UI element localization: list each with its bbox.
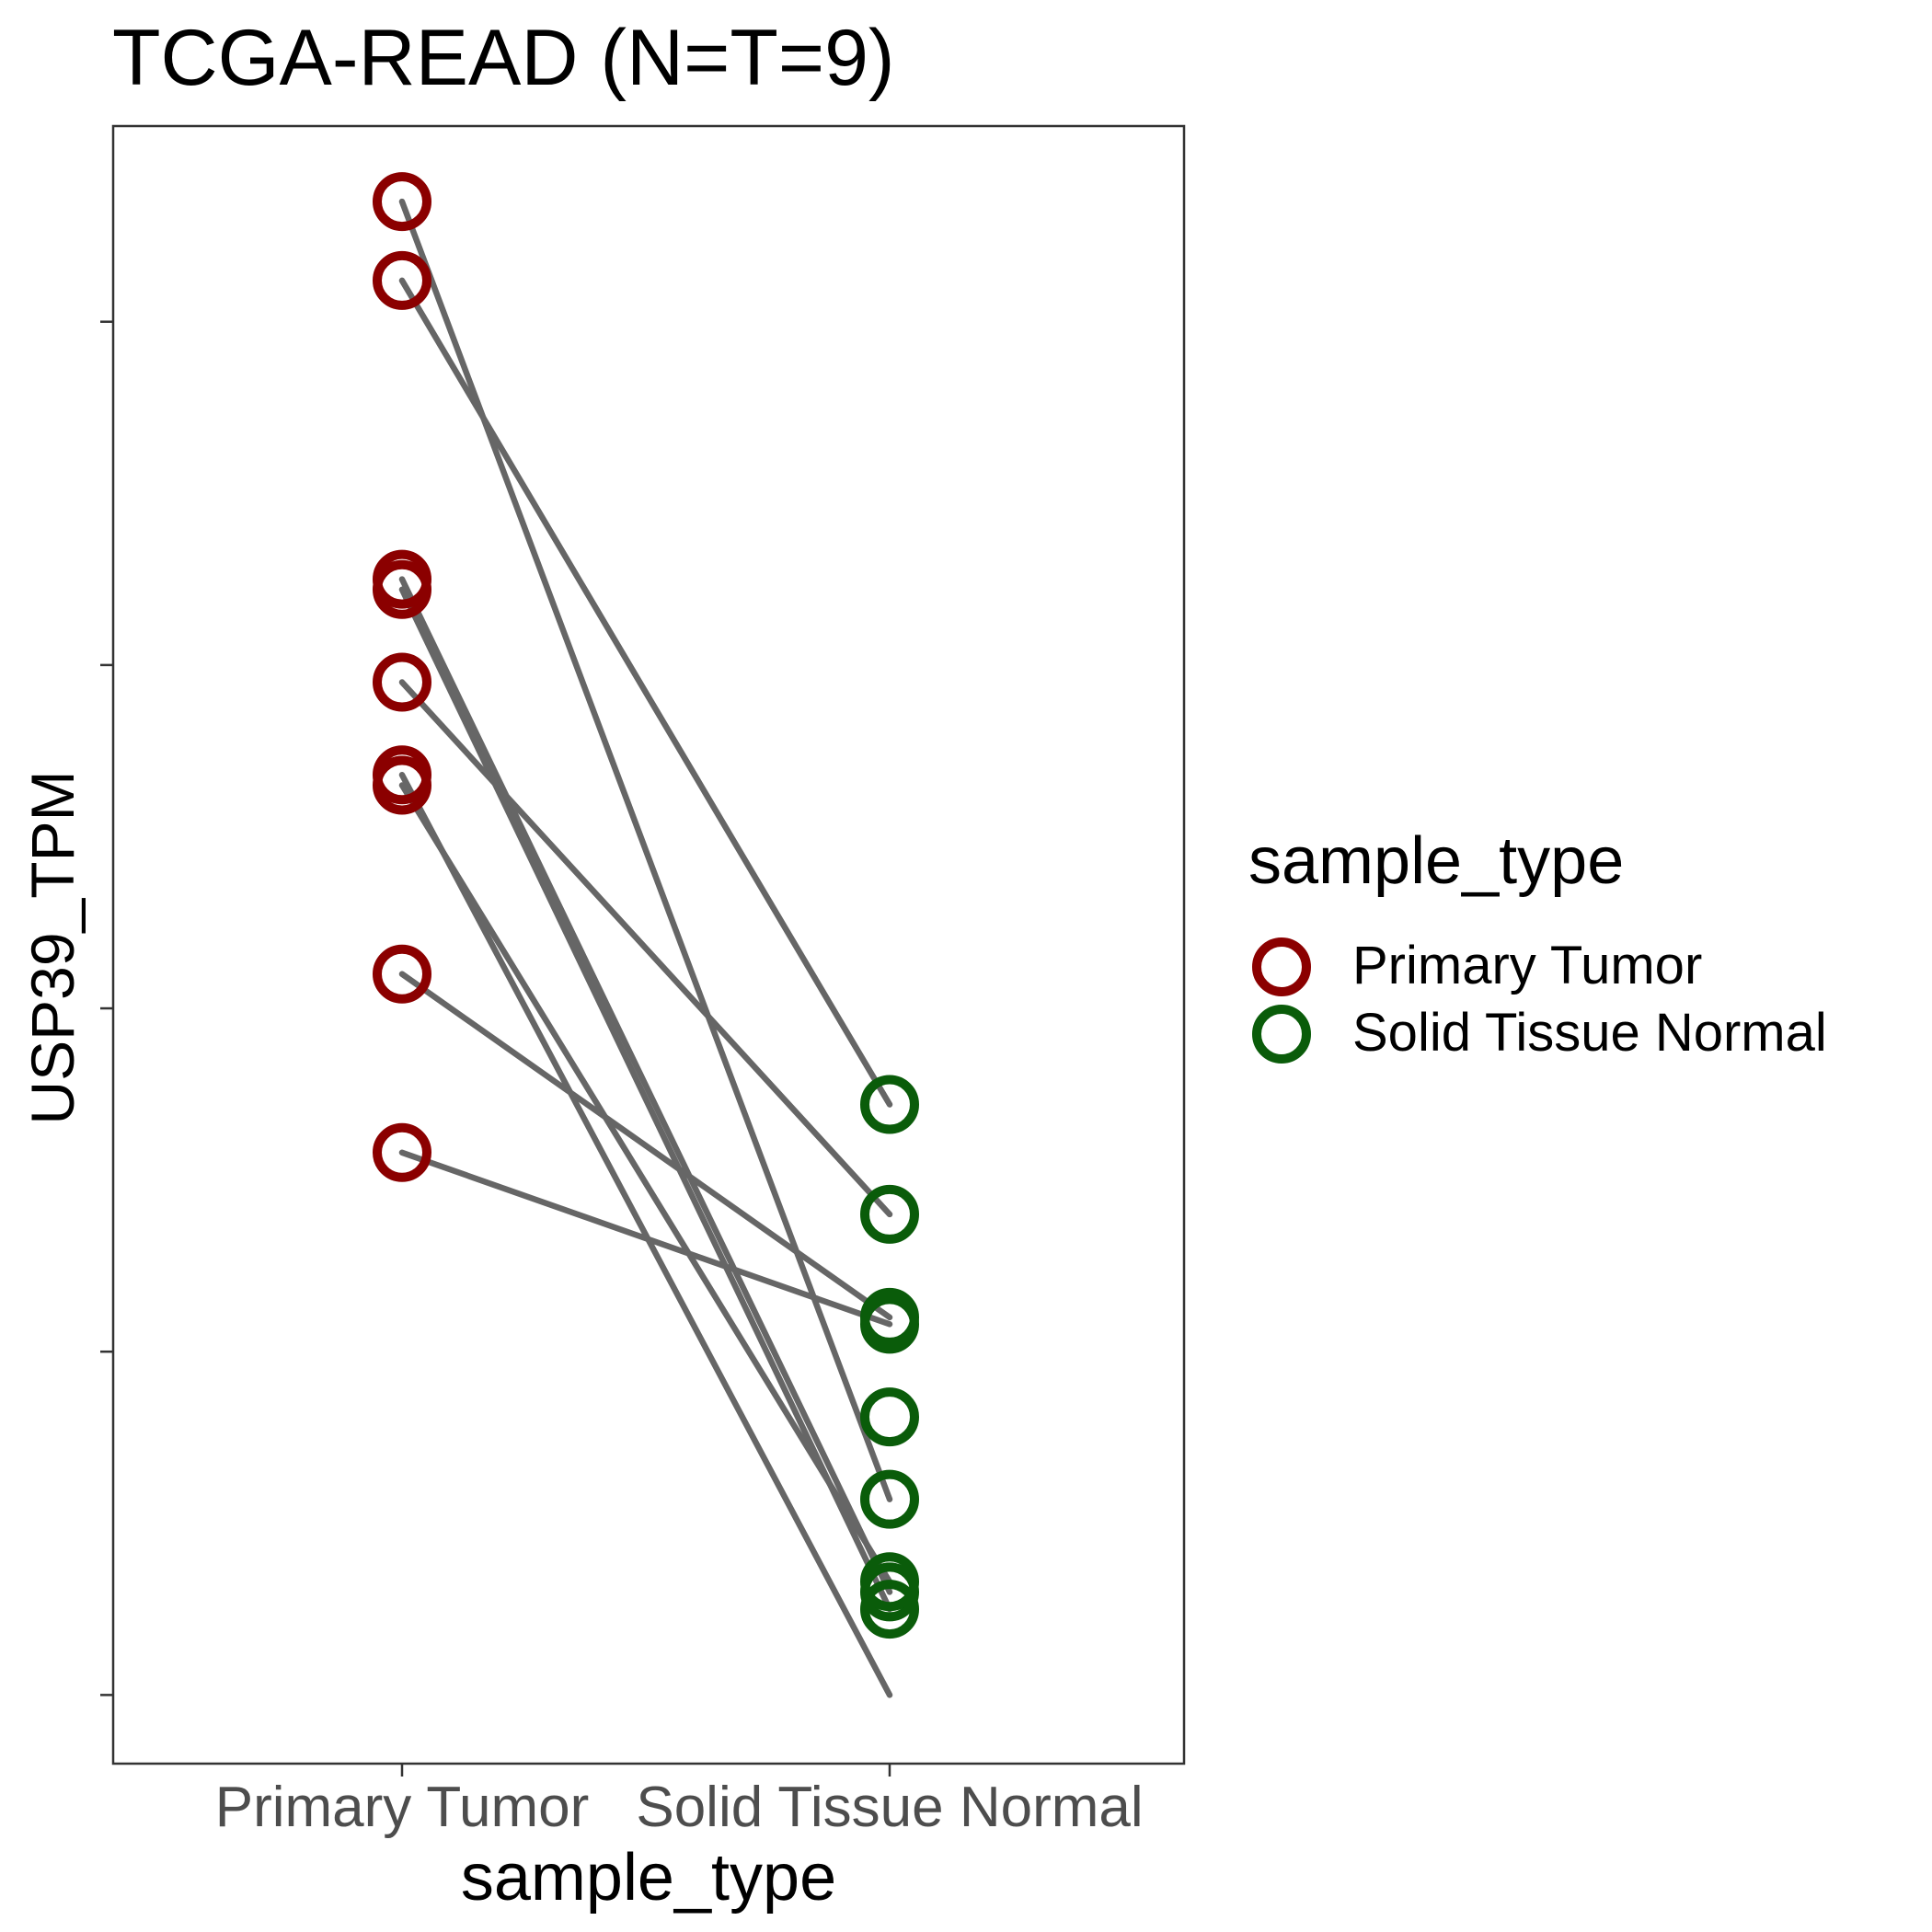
legend-label-primary-tumor: Primary Tumor <box>1352 936 1702 995</box>
normal-point-2 <box>860 1580 919 1639</box>
pair-line-1 <box>398 277 893 1108</box>
tumor-point-3 <box>373 549 431 609</box>
pair-line-8 <box>398 1149 893 1328</box>
legend-title: sample_type <box>1248 824 1624 898</box>
normal-point-6 <box>860 1387 919 1447</box>
pair-line-6 <box>398 782 893 1585</box>
pair-lines <box>398 198 893 1698</box>
tumor-point-1 <box>373 250 431 310</box>
x-tick-label-0: Primary Tumor <box>215 1776 589 1839</box>
pair-line-5 <box>398 772 893 1698</box>
plot-panel <box>111 124 1186 1765</box>
tumor-point-8 <box>373 1122 431 1182</box>
y-axis-label: USP39_TPM <box>18 770 86 1124</box>
normal-point-7 <box>860 1287 919 1347</box>
chart-title: TCGA-READ (N=T=9) <box>112 14 895 102</box>
legend-label-solid-tissue-normal: Solid Tissue Normal <box>1352 1003 1827 1063</box>
x-axis-ticks: Primary Tumor Solid Tissue Normal <box>215 1764 1144 1839</box>
pair-line-4 <box>398 679 893 1218</box>
pair-line-7 <box>398 971 893 1321</box>
data-points <box>373 172 919 1639</box>
x-tick-label-1: Solid Tissue Normal <box>636 1776 1143 1839</box>
x-axis-label: sample_type <box>461 1841 836 1915</box>
tumor-point-4 <box>373 652 431 712</box>
legend-marker-solid-tissue-normal <box>1252 1005 1311 1064</box>
tumor-point-7 <box>373 944 431 1004</box>
normal-point-8 <box>860 1184 919 1244</box>
normal-point-1 <box>860 1075 919 1134</box>
pair-line-2 <box>398 586 893 1613</box>
normal-point-0 <box>860 1469 919 1529</box>
normal-point-4 <box>860 1552 919 1612</box>
tumor-point-6 <box>373 755 431 815</box>
legend: sample_type Primary Tumor Solid Tissue N… <box>1248 824 1827 1064</box>
legend-marker-primary-tumor <box>1252 937 1311 996</box>
y-axis-ticks <box>100 320 113 1696</box>
tumor-point-0 <box>373 172 431 232</box>
pair-line-3 <box>398 576 893 1595</box>
